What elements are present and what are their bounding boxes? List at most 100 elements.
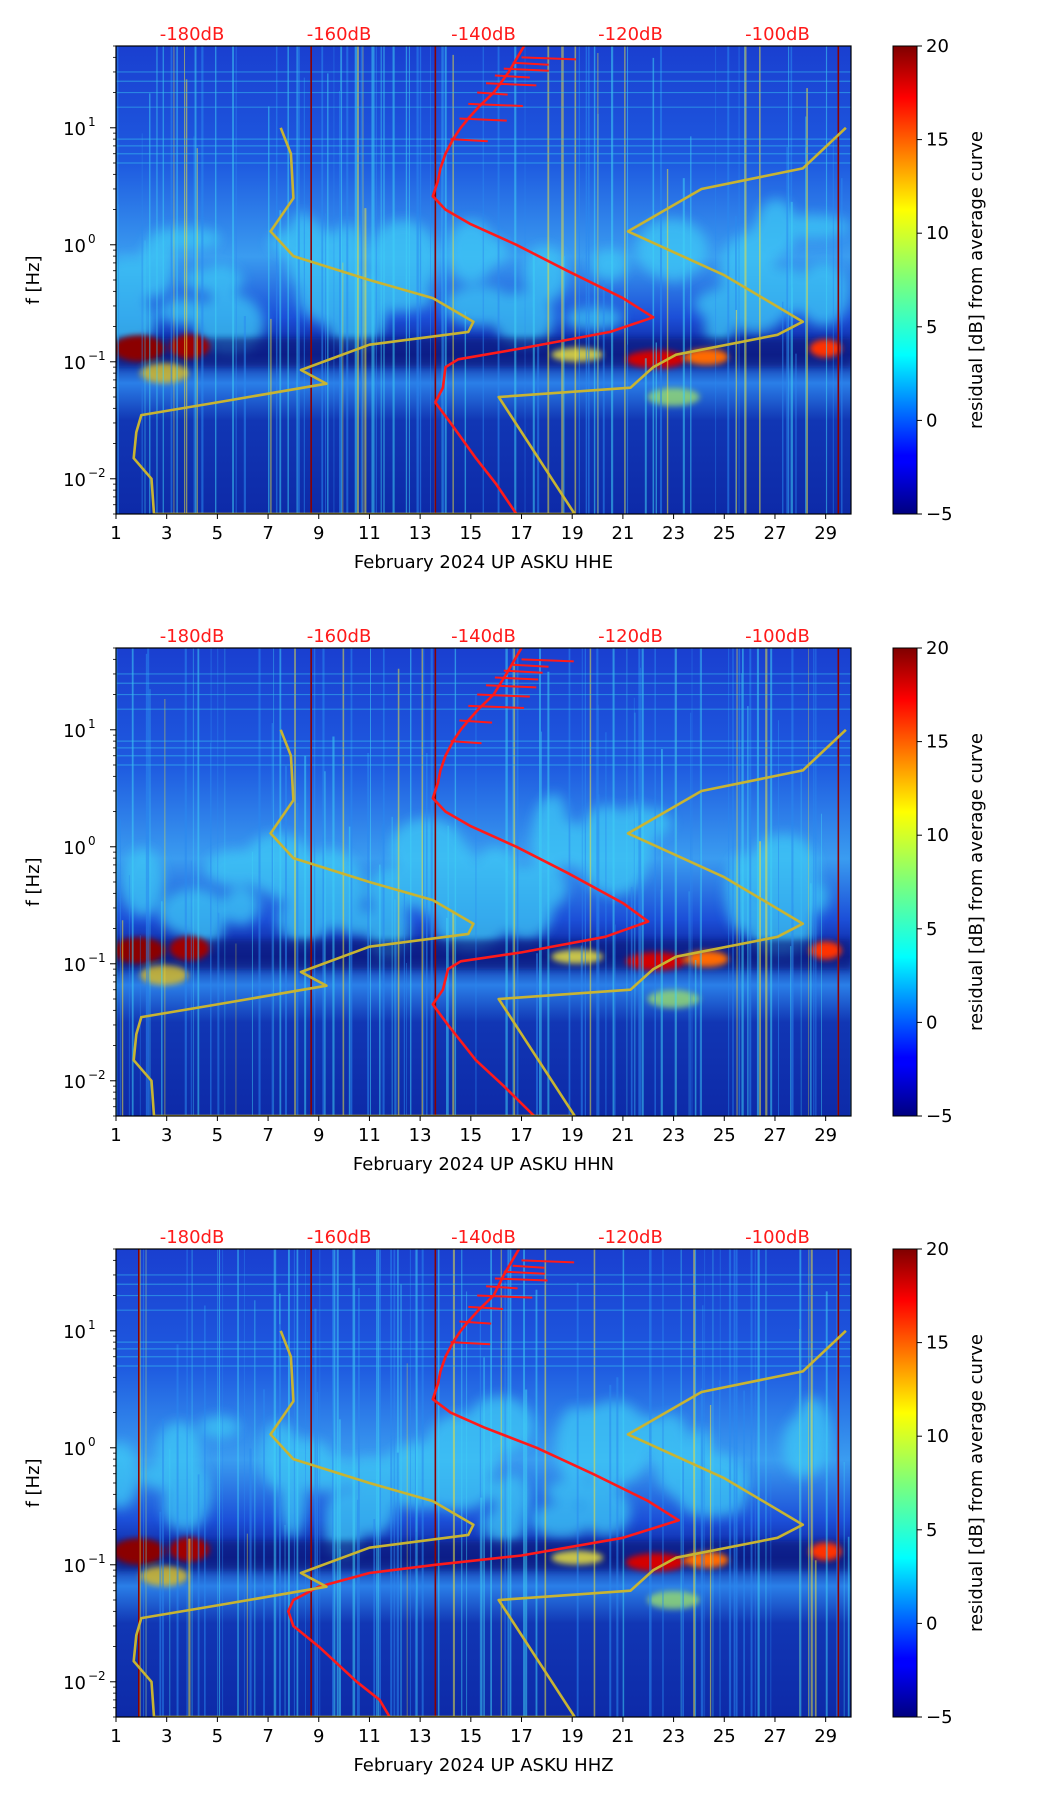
texture-blob xyxy=(116,293,156,349)
y-tick-label: 10 xyxy=(63,353,86,374)
colorbar-tick-label: 15 xyxy=(926,1333,949,1354)
hotspot xyxy=(551,347,604,362)
x-tick-label: 15 xyxy=(459,1726,482,1747)
psd-curve xyxy=(431,648,650,1116)
texture-blob xyxy=(591,249,628,281)
psd-spike xyxy=(450,740,482,745)
y-tick-exponent: −2 xyxy=(88,466,106,480)
texture-blob xyxy=(139,1461,205,1490)
texture-blob xyxy=(582,805,631,856)
hotspot xyxy=(169,936,210,961)
psd-spike xyxy=(494,1277,548,1282)
y-tick-label: 10 xyxy=(63,1072,86,1093)
colorbar-tick-label: 10 xyxy=(926,223,949,244)
hotspot xyxy=(809,1542,842,1561)
hotspot xyxy=(809,941,842,960)
x-tick-label: 21 xyxy=(611,1125,634,1146)
y-axis-label: f [Hz] xyxy=(23,1458,44,1507)
colorbar-tick-label: 20 xyxy=(926,1239,949,1260)
y-tick-exponent: −1 xyxy=(88,951,106,965)
plot-area xyxy=(116,648,851,1116)
plot-area xyxy=(116,46,851,514)
y-tick-exponent: 1 xyxy=(88,115,96,129)
psd-spike xyxy=(459,117,507,122)
x-tick-label: 17 xyxy=(510,1726,533,1747)
psd-spike xyxy=(494,74,530,79)
x-tick-label: 23 xyxy=(662,1125,685,1146)
psd-curve xyxy=(287,1249,680,1717)
top-db-label: -180dB xyxy=(160,24,225,45)
texture-blob xyxy=(287,211,316,289)
texture-blob xyxy=(280,1461,306,1538)
y-tick-exponent: −1 xyxy=(88,1552,106,1566)
y-tick-exponent: −1 xyxy=(88,349,106,363)
texture-blob xyxy=(564,306,624,330)
y-axis-label: f [Hz] xyxy=(23,857,44,906)
x-tick-label: 19 xyxy=(561,1125,584,1146)
x-axis-label: February 2024 UP ASKU HHZ xyxy=(353,1755,613,1776)
texture-blob xyxy=(572,1406,613,1468)
top-db-label: -140dB xyxy=(451,1227,516,1248)
y-tick-exponent: −2 xyxy=(88,1068,106,1082)
psd-spike xyxy=(512,1264,545,1269)
y-tick-exponent: −2 xyxy=(88,1669,106,1683)
x-tick-label: 5 xyxy=(212,1125,223,1146)
psd-curve xyxy=(431,46,655,514)
x-tick-label: 19 xyxy=(561,1726,584,1747)
x-tick-label: 3 xyxy=(161,1125,172,1146)
y-tick-exponent: 0 xyxy=(88,834,96,848)
x-tick-label: 11 xyxy=(358,1125,381,1146)
psd-spike xyxy=(450,138,488,143)
top-db-label: -180dB xyxy=(160,626,225,647)
hotspot xyxy=(647,990,700,1008)
texture-blob xyxy=(530,821,591,865)
colorbar-tick-label: 0 xyxy=(926,410,937,431)
psd-spike xyxy=(503,67,549,72)
horizontal-lines xyxy=(116,1274,851,1367)
hotspot xyxy=(140,965,189,986)
x-tick-label: 29 xyxy=(814,1726,837,1747)
x-tick-label: 3 xyxy=(161,1726,172,1747)
psd-spike xyxy=(494,676,539,681)
y-tick-exponent: 0 xyxy=(88,1435,96,1449)
psd-spike xyxy=(512,663,549,668)
psd-spike xyxy=(468,102,523,107)
hotspot xyxy=(551,949,604,964)
x-tick-label: 17 xyxy=(510,523,533,544)
colorbar: 20 15 10 5 0 −5 residual [dB] from average cur… xyxy=(892,638,987,1127)
texture-blob xyxy=(185,898,225,947)
psd-spike xyxy=(485,1285,518,1290)
texture-blob xyxy=(654,219,696,282)
y-tick-exponent: 1 xyxy=(88,717,96,731)
y-tick-label: 10 xyxy=(63,1673,86,1694)
texture-blob xyxy=(777,215,849,239)
top-db-label: -100dB xyxy=(745,1227,810,1248)
texture-blob xyxy=(287,1456,361,1491)
y-tick-label: 10 xyxy=(63,1322,86,1343)
colorbar-tick-label: 15 xyxy=(926,732,949,753)
psd-spike xyxy=(503,1270,545,1275)
colorbar-tick-label: 20 xyxy=(926,36,949,57)
top-db-label: -100dB xyxy=(745,626,810,647)
texture-blob xyxy=(703,306,735,347)
hotspot xyxy=(140,363,189,384)
x-tick-label: 27 xyxy=(764,523,787,544)
texture-blob xyxy=(116,1442,138,1509)
texture-blob xyxy=(546,1479,600,1505)
x-tick-label: 29 xyxy=(814,523,837,544)
plot-area xyxy=(116,1249,851,1717)
x-tick-label: 27 xyxy=(764,1125,787,1146)
x-tick-label: 9 xyxy=(313,1125,324,1146)
x-tick-label: 1 xyxy=(110,523,121,544)
psd-spike xyxy=(477,91,508,96)
texture-blob xyxy=(493,291,555,347)
psd-spike xyxy=(459,719,493,724)
top-db-label: -160dB xyxy=(307,24,372,45)
noise-model-curve xyxy=(132,728,847,1116)
texture-blob xyxy=(447,220,495,284)
y-tick-label: 10 xyxy=(63,236,86,257)
colorbar-tick-label: 0 xyxy=(926,1613,937,1634)
colorbar-tick-label: 10 xyxy=(926,825,949,846)
colorbar-tick-label: 5 xyxy=(926,1520,937,1541)
colorbar-gradient xyxy=(892,1248,918,1718)
